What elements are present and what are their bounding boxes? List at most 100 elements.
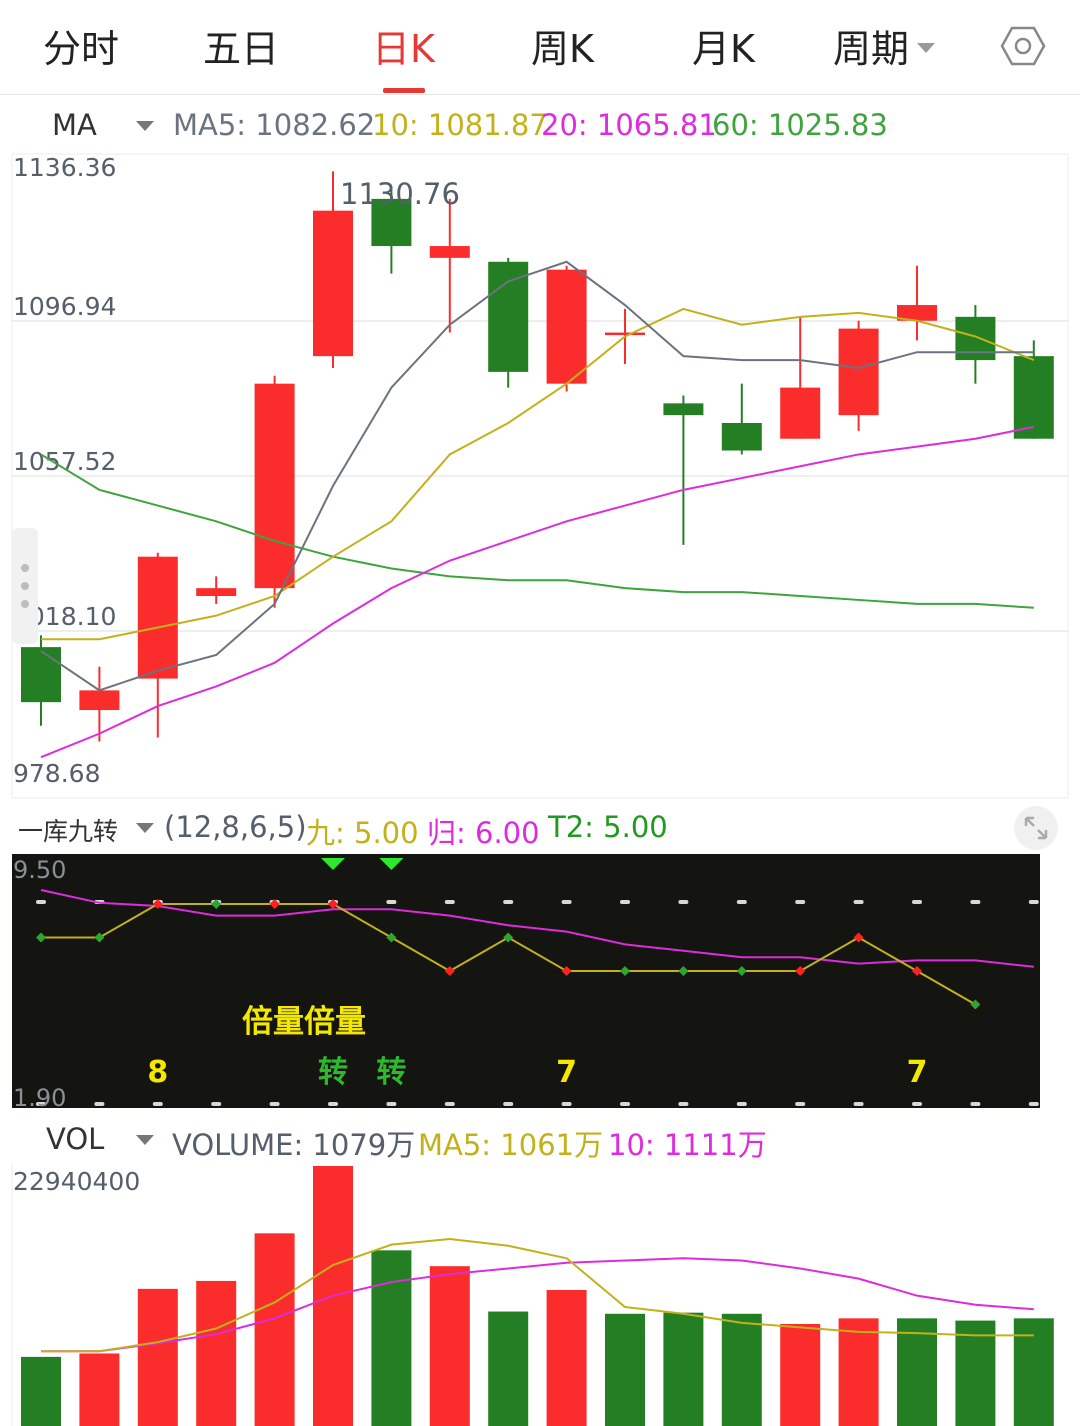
candle-body [313, 210, 353, 357]
tick-marker [853, 1102, 864, 1106]
jiu-point [328, 899, 338, 909]
vol-ma10-line [41, 1257, 1034, 1353]
nine-turn-dropdown-icon[interactable] [136, 823, 154, 833]
vol-dropdown-icon[interactable] [136, 1135, 154, 1145]
gui-line [40, 889, 1034, 968]
volume-bar [196, 1280, 237, 1426]
y-tick-label: 1136.36 [13, 153, 116, 182]
ma-indicator-name[interactable]: MA [52, 108, 97, 142]
candle-body [605, 332, 645, 336]
candle-body [137, 556, 178, 679]
y-tick-label: 22940400 [13, 1167, 140, 1196]
candle-body [254, 383, 295, 589]
jiu-point [152, 899, 163, 909]
tick-marker [1028, 900, 1039, 904]
y-tick-label: 1096.94 [13, 292, 116, 321]
ma20-value: 20: 1065.81 [541, 108, 717, 142]
jiu-point [970, 999, 981, 1010]
vol-indicator-name[interactable]: VOL [46, 1122, 105, 1156]
vol-ma5-line [41, 1237, 1034, 1353]
jiu-point [94, 932, 105, 943]
ma60-line [40, 453, 1034, 609]
count-label: 8 [147, 1055, 168, 1090]
tick-marker [503, 900, 514, 904]
count-label: 转 [318, 1055, 348, 1090]
candle-body [663, 403, 704, 416]
jiu-point [386, 932, 397, 943]
jiu-point [561, 966, 572, 976]
candle-body [897, 305, 937, 321]
volume-bar [897, 1318, 937, 1426]
count-label: 转 [376, 1055, 406, 1090]
volume-value: VOLUME: 1079万 [172, 1128, 416, 1162]
candlestick-chart[interactable]: 1136.361096.941057.521018.10978.681130.7… [0, 150, 1080, 800]
tick-marker [620, 1102, 630, 1106]
tick-marker [444, 900, 455, 904]
candle-body [546, 269, 587, 384]
volume-chart[interactable]: 22940400 [0, 1160, 1080, 1426]
tick-marker [853, 900, 864, 904]
volume-bar [429, 1266, 470, 1426]
drag-handle[interactable] [12, 528, 38, 644]
candle-body [955, 316, 996, 361]
tick-marker [94, 1102, 105, 1106]
y-tick-label: 1057.52 [13, 447, 116, 476]
tick-marker [36, 1102, 46, 1106]
tick-marker [152, 1102, 163, 1106]
volume-bar [838, 1318, 879, 1426]
signal-marker [321, 858, 345, 870]
tick-marker [912, 1102, 922, 1106]
candle-body [79, 690, 120, 711]
signal-marker [379, 858, 404, 870]
tab-monthly-k[interactable]: 月K [692, 27, 755, 71]
gui-value: 归: 6.00 [427, 816, 540, 850]
tick-marker [561, 1102, 572, 1106]
high-price-annotation: 1130.76 [340, 177, 460, 211]
ma-dropdown-icon[interactable] [136, 121, 154, 131]
settings-hexagon-icon[interactable] [1000, 26, 1046, 70]
period-tab-bar: 分时 五日 日K 周K 月K 周期 [0, 0, 1080, 95]
tick-marker [386, 900, 397, 904]
tick-marker [620, 900, 630, 904]
nine-turn-params: (12,8,6,5) [164, 810, 307, 844]
count-label: 7 [556, 1055, 577, 1090]
tab-period[interactable]: 周期 [833, 27, 910, 71]
tick-marker [736, 1102, 747, 1106]
nine-turn-chart[interactable]: 9.50 1.90 倍量倍量 8 转转 7 7 [0, 852, 1080, 1112]
tick-marker [328, 1102, 338, 1106]
jiu-point [853, 932, 864, 943]
vol-ma10-value: 10: 1111万 [608, 1128, 767, 1162]
y-tick-label: 9.50 [13, 856, 66, 884]
volume-bar [137, 1288, 178, 1426]
volume-bar [254, 1233, 295, 1426]
volume-bar [605, 1313, 645, 1426]
volume-bar [721, 1313, 762, 1426]
tab-daily-k[interactable]: 日K [372, 27, 435, 71]
nine-turn-indicator-name[interactable]: 一库九转 [18, 817, 119, 846]
tick-marker [561, 900, 572, 904]
period-dropdown-icon[interactable] [917, 43, 935, 53]
volume-bar [21, 1356, 61, 1426]
ma5-line [40, 260, 1034, 692]
tick-marker [503, 1102, 514, 1106]
candle-body [488, 261, 529, 372]
jiu-point [269, 899, 280, 909]
volume-bar [780, 1323, 821, 1426]
expand-icon[interactable] [1014, 806, 1058, 850]
tick-marker [211, 1102, 222, 1106]
candle-body [429, 246, 470, 258]
jiu-point [795, 966, 806, 976]
ma60-value: 60: 1025.83 [712, 108, 888, 142]
tab-five-day[interactable]: 五日 [203, 27, 280, 71]
tick-marker [678, 1102, 689, 1106]
candle-body [21, 647, 61, 703]
tab-intraday[interactable]: 分时 [43, 27, 120, 71]
tick-marker [912, 900, 922, 904]
jiu-point [503, 932, 514, 943]
tab-weekly-k[interactable]: 周K [531, 27, 594, 71]
tick-marker [1028, 1102, 1039, 1106]
ma5-value: MA5: 1082.62 [173, 108, 376, 142]
volume-bar [79, 1353, 120, 1426]
active-tab-indicator [383, 88, 425, 93]
candle-body [838, 328, 879, 416]
